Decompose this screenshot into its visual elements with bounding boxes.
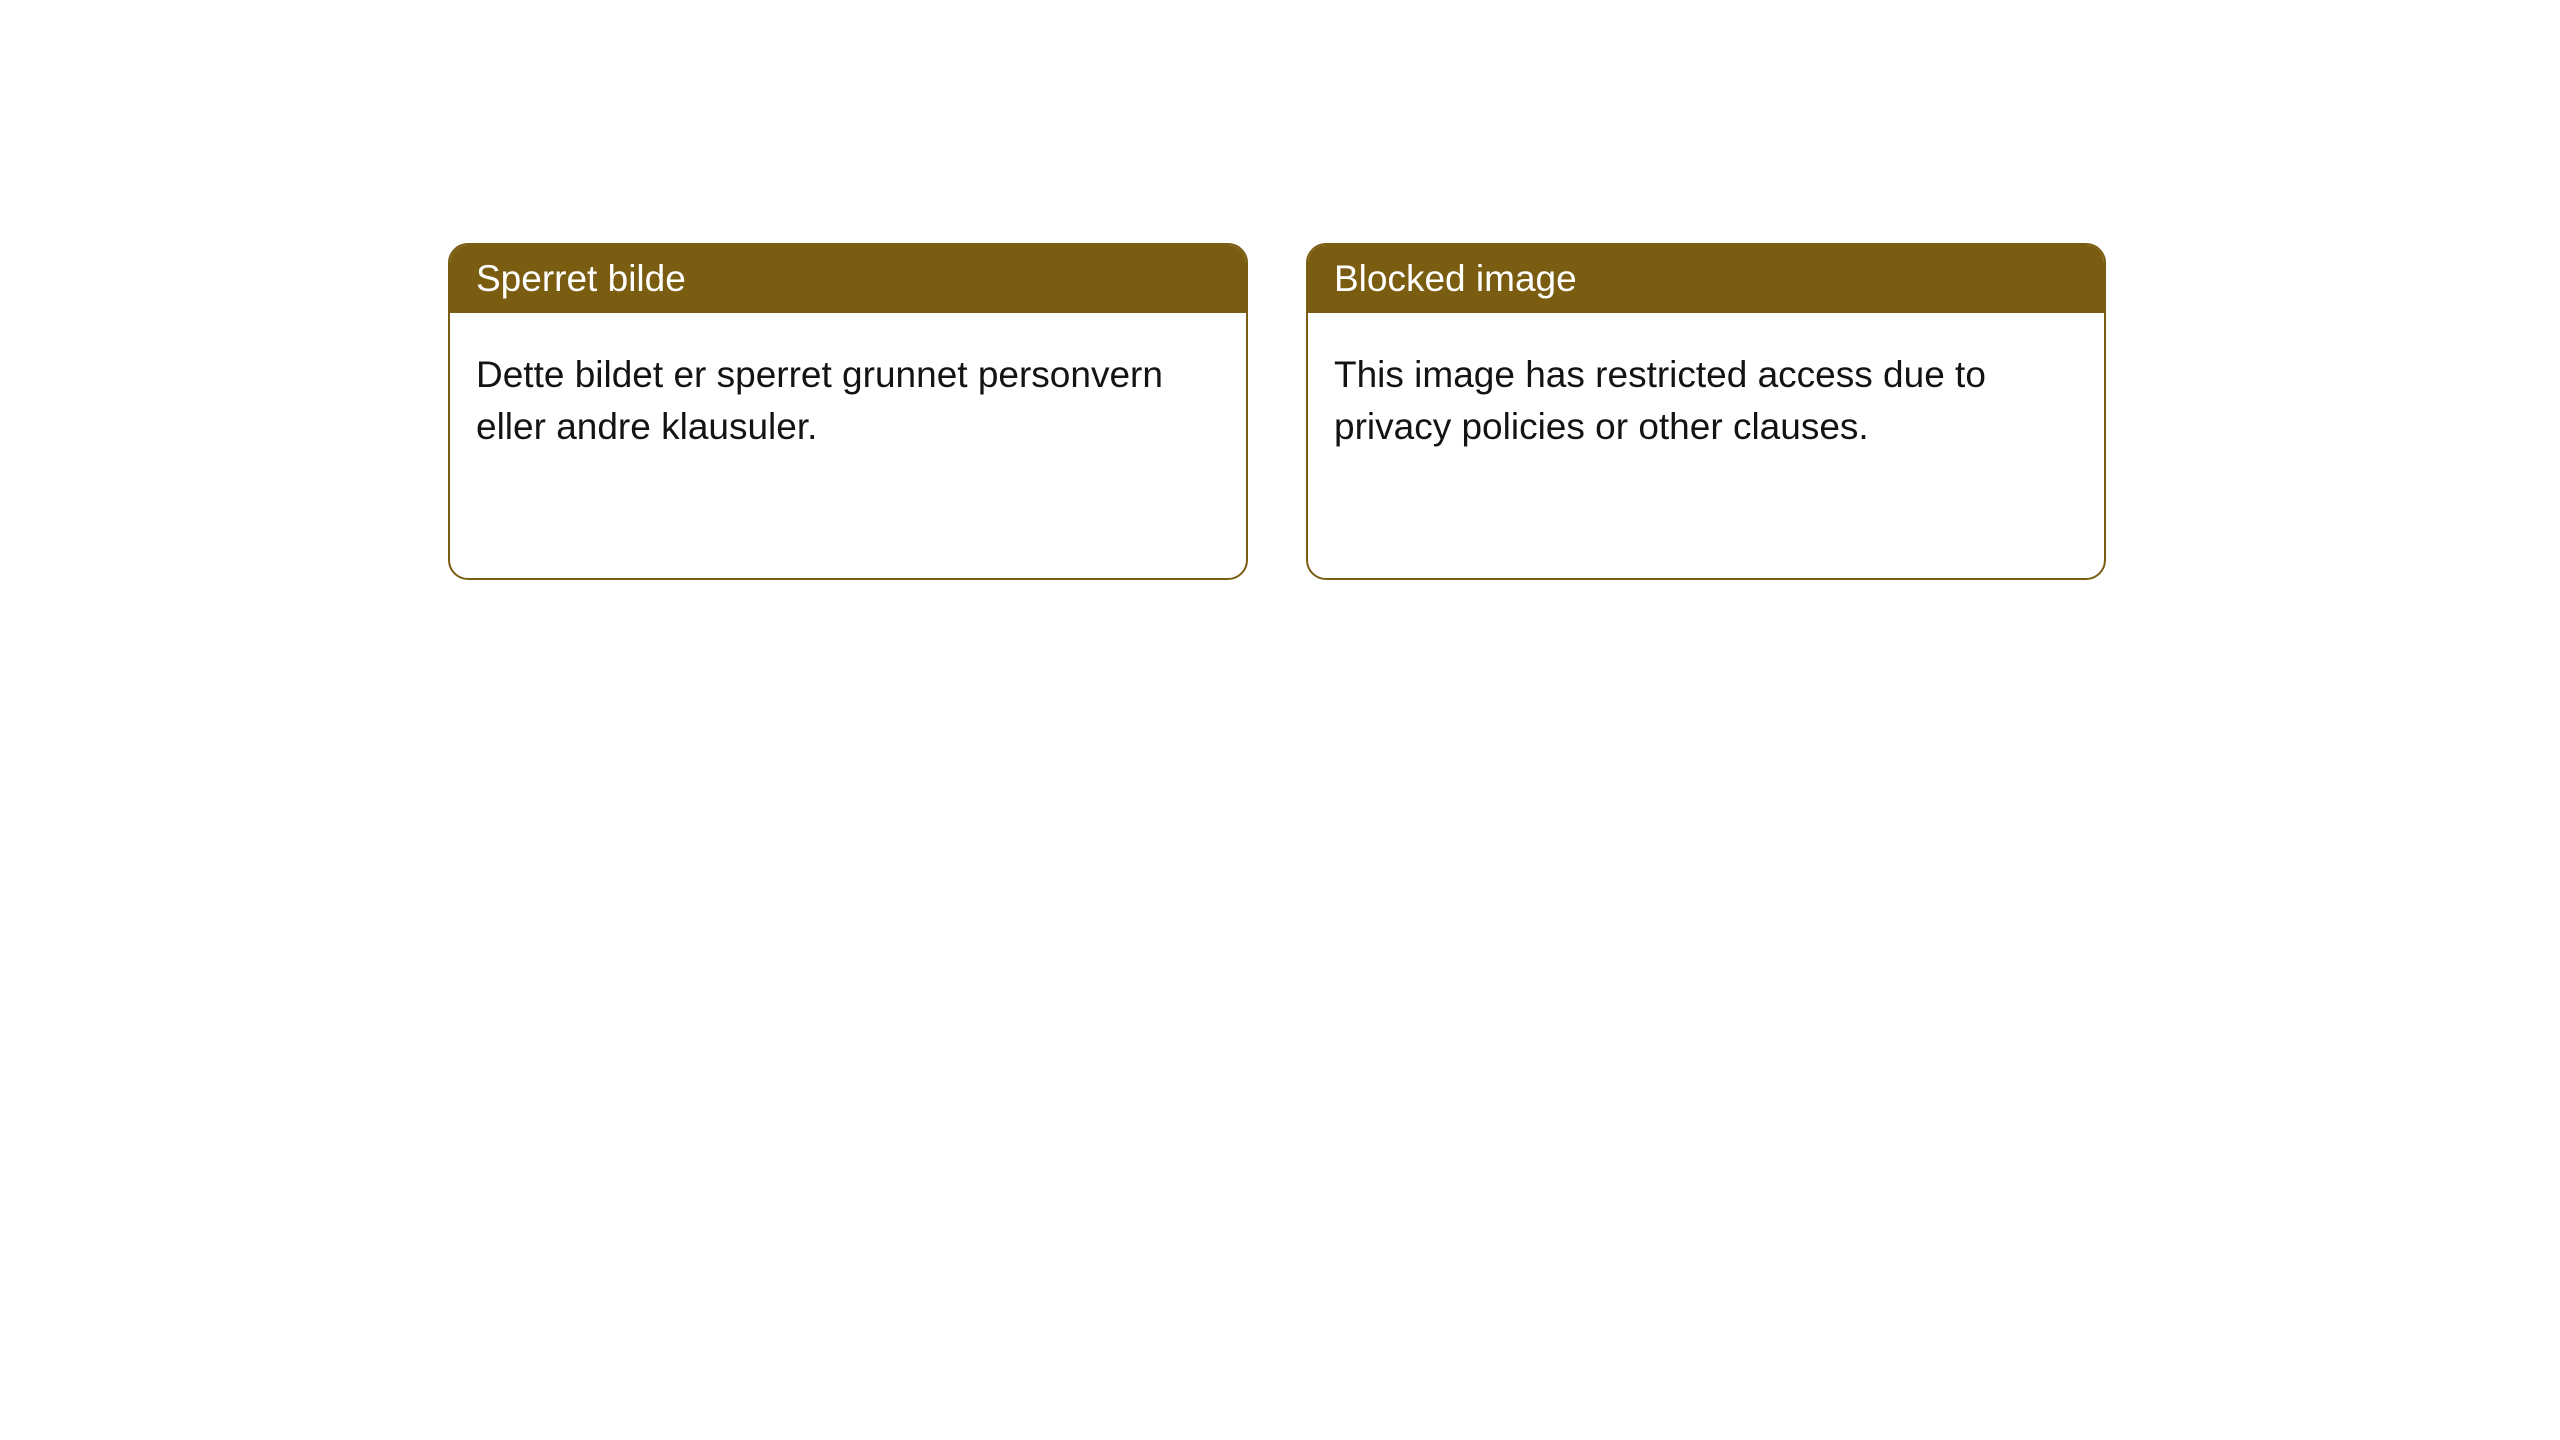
notice-title: Blocked image [1334, 258, 1577, 299]
notice-header: Sperret bilde [450, 245, 1246, 313]
notice-message: Dette bildet er sperret grunnet personve… [476, 354, 1163, 447]
notice-header: Blocked image [1308, 245, 2104, 313]
notice-body: This image has restricted access due to … [1308, 313, 2104, 489]
notice-card-norwegian: Sperret bilde Dette bildet er sperret gr… [448, 243, 1248, 580]
notice-title: Sperret bilde [476, 258, 686, 299]
notice-card-english: Blocked image This image has restricted … [1306, 243, 2106, 580]
notice-container: Sperret bilde Dette bildet er sperret gr… [0, 0, 2560, 580]
notice-message: This image has restricted access due to … [1334, 354, 1986, 447]
notice-body: Dette bildet er sperret grunnet personve… [450, 313, 1246, 489]
